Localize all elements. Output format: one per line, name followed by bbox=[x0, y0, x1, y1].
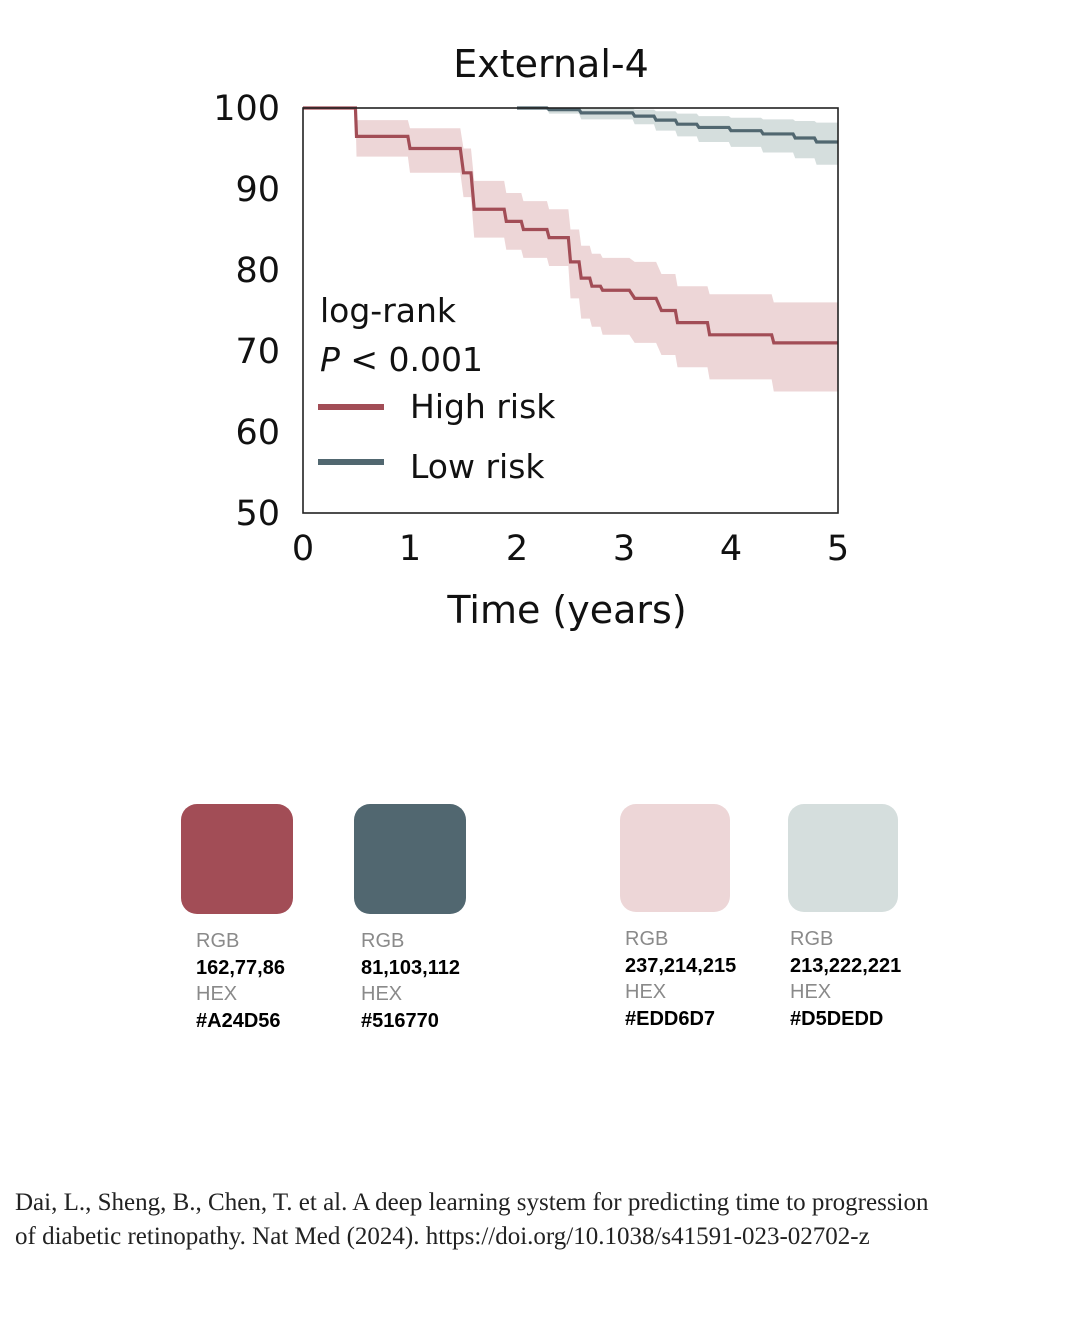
y-tick-label: 50 bbox=[235, 494, 280, 534]
y-tick-label: 90 bbox=[235, 170, 280, 210]
annotation-log-rank: log-rank bbox=[320, 291, 457, 330]
p-symbol: P bbox=[320, 340, 340, 379]
survival-chart: External-4 100 90 80 70 60 50 0 1 2 3 4 5 Time (ye… bbox=[213, 42, 849, 632]
series-line-low-risk bbox=[517, 106, 838, 144]
color-info-2: RGB 81,103,112 HEX #516770 bbox=[361, 928, 460, 1034]
color-info-3: RGB 237,214,215 HEX #EDD6D7 bbox=[625, 926, 736, 1032]
x-tick-label: 2 bbox=[506, 529, 528, 569]
y-tick-labels: 100 90 80 70 60 50 bbox=[213, 89, 280, 534]
x-axis-label: Time (years) bbox=[446, 588, 686, 632]
rgb-value: 162,77,86 bbox=[196, 956, 285, 979]
plot-frame bbox=[302, 107, 839, 514]
swatch-high-risk bbox=[181, 804, 293, 914]
hex-value: #A24D56 bbox=[196, 1009, 281, 1032]
plot-area bbox=[303, 106, 838, 392]
hex-value: #516770 bbox=[361, 1009, 439, 1032]
citation-line-2: of diabetic retinopathy. Nat Med (2024).… bbox=[15, 1223, 870, 1250]
series-line-high-risk bbox=[303, 106, 838, 345]
color-info-1: RGB 162,77,86 HEX #A24D56 bbox=[196, 928, 285, 1034]
chart-title: External-4 bbox=[453, 42, 649, 86]
swatch-low-risk-band bbox=[788, 804, 898, 912]
y-tick-label: 100 bbox=[213, 89, 280, 129]
hex-label: HEX bbox=[790, 981, 832, 1003]
rgb-value: 237,214,215 bbox=[625, 954, 737, 977]
y-tick-label: 80 bbox=[235, 251, 280, 291]
rgb-value: 81,103,112 bbox=[361, 956, 460, 979]
citation-line-1: Dai, L., Sheng, B., Chen, T. et al. A de… bbox=[15, 1189, 929, 1216]
y-tick-label: 70 bbox=[235, 332, 280, 372]
p-threshold: < 0.001 bbox=[340, 340, 483, 379]
x-tick-label: 1 bbox=[399, 529, 421, 569]
rgb-value: 213,222,221 bbox=[790, 954, 902, 977]
rgb-label: RGB bbox=[361, 930, 405, 952]
y-tick-label: 60 bbox=[235, 413, 280, 453]
rgb-label: RGB bbox=[196, 930, 240, 952]
hex-value: #D5DEDD bbox=[790, 1007, 884, 1030]
swatch-high-risk-band bbox=[620, 804, 730, 912]
hex-value: #EDD6D7 bbox=[625, 1007, 716, 1030]
rgb-label: RGB bbox=[790, 928, 834, 950]
legend: High risk Low risk bbox=[318, 387, 556, 486]
x-tick-label: 5 bbox=[827, 529, 849, 569]
swatch-low-risk bbox=[354, 804, 466, 914]
x-tick-label: 4 bbox=[720, 529, 742, 569]
annotation-p-value: P < 0.001 bbox=[320, 340, 483, 379]
rgb-label: RGB bbox=[625, 928, 669, 950]
x-tick-label: 0 bbox=[292, 529, 314, 569]
legend-label-high-risk: High risk bbox=[410, 387, 556, 426]
color-info-4: RGB 213,222,221 HEX #D5DEDD bbox=[790, 926, 901, 1032]
x-tick-labels: 0 1 2 3 4 5 bbox=[292, 529, 849, 569]
hex-label: HEX bbox=[625, 981, 667, 1003]
ci-band-low-risk bbox=[517, 108, 838, 165]
hex-label: HEX bbox=[196, 983, 238, 1005]
x-tick-label: 3 bbox=[613, 529, 635, 569]
citation: Dai, L., Sheng, B., Chen, T. et al. A de… bbox=[15, 1186, 1065, 1254]
hex-label: HEX bbox=[361, 983, 403, 1005]
legend-label-low-risk: Low risk bbox=[410, 447, 545, 486]
